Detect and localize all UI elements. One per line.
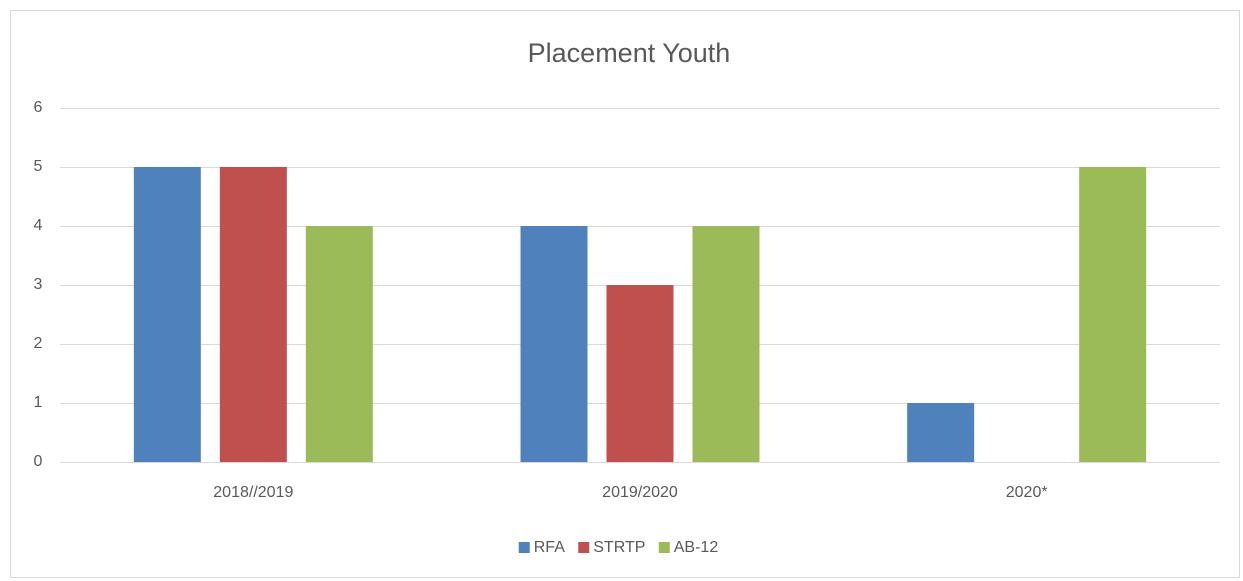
bar: [692, 226, 760, 462]
bar: [305, 226, 373, 462]
legend-swatch: [578, 542, 590, 553]
chart-title: Placement Youth: [528, 38, 731, 68]
x-tick-label: 2018//2019: [213, 484, 293, 501]
legend-label: AB-12: [674, 539, 719, 556]
legend-swatch: [518, 542, 530, 553]
bar: [219, 167, 287, 462]
y-tick-label: 3: [34, 276, 43, 293]
x-tick-label: 2019/2020: [602, 484, 678, 501]
bar: [907, 403, 975, 462]
legend-swatch: [658, 542, 670, 553]
bar: [520, 226, 588, 462]
y-tick-label: 2: [34, 335, 43, 352]
y-tick-label: 0: [34, 453, 43, 470]
y-tick-label: 6: [34, 99, 43, 116]
bar: [1079, 167, 1147, 462]
y-tick-label: 4: [34, 217, 43, 234]
legend-label: STRTP: [593, 539, 645, 556]
legend-label: RFA: [534, 539, 565, 556]
y-tick-label: 1: [34, 394, 43, 411]
bar: [606, 285, 674, 462]
y-tick-label: 5: [34, 158, 43, 175]
x-tick-label: 2020*: [1006, 484, 1048, 501]
bar: [133, 167, 201, 462]
